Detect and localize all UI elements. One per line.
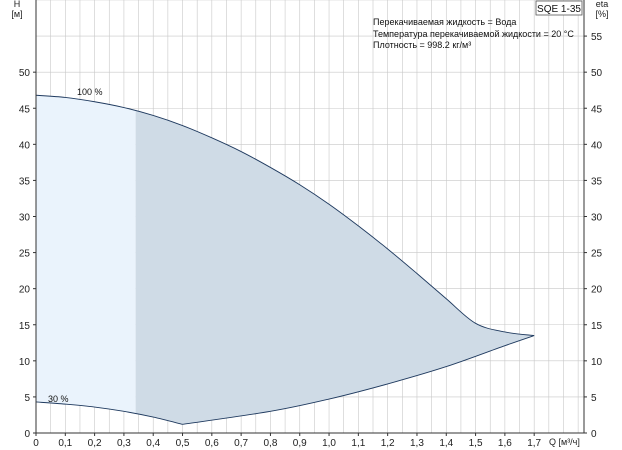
x-tick-labels: 0 0,1 0,2 0,3 0,4 0,5 0,6 0,7 0,8 0,9 1,0 1,1 1,2 1,3… bbox=[33, 433, 542, 449]
y-tick-label: 5 bbox=[24, 393, 30, 404]
x-tick-label: 0,9 bbox=[293, 438, 307, 449]
y-axis-title-unit: [м] bbox=[11, 9, 22, 19]
y-right-tick-label: 10 bbox=[591, 357, 603, 368]
y-tick-labels: 0 5 10 15 20 25 30 35 40 45 50 bbox=[19, 68, 36, 440]
y-tick-label: 20 bbox=[19, 285, 31, 296]
model-label: SQE 1-35 bbox=[537, 4, 581, 15]
curve-label-30: 30 % bbox=[48, 394, 69, 404]
x-tick-label: 1,4 bbox=[439, 438, 453, 449]
x-tick-label: 0,8 bbox=[263, 438, 277, 449]
curve-100-percent bbox=[35, 94, 535, 337]
y-right-tick-label: 15 bbox=[591, 321, 603, 332]
curve-label-100: 100 % bbox=[77, 87, 103, 97]
info-line-temperature: Температура перекачиваемой жидкости = 20… bbox=[373, 29, 574, 39]
x-tick-label: 0,7 bbox=[234, 438, 248, 449]
y-tick-label: 25 bbox=[19, 249, 31, 260]
y-axis-title-symbol: H bbox=[14, 0, 21, 9]
x-tick-label: 0,5 bbox=[176, 438, 190, 449]
x-tick-label: 1,1 bbox=[351, 438, 365, 449]
x-tick-label: 1,7 bbox=[527, 438, 541, 449]
x-tick-label: 1,6 bbox=[498, 438, 512, 449]
y-right-tick-label: 0 bbox=[591, 429, 597, 440]
x-tick-label: 0,6 bbox=[205, 438, 219, 449]
x-tick-label: 1,5 bbox=[469, 438, 483, 449]
x-tick-label: 0 bbox=[33, 438, 39, 449]
y-right-tick-labels: 0 5 10 15 20 25 30 35 40 45 50 55 bbox=[584, 32, 603, 440]
y-right-tick-label: 50 bbox=[591, 68, 603, 79]
x-axis-title: Q [м³/ч] bbox=[549, 437, 580, 447]
x-tick-label: 1,0 bbox=[322, 438, 336, 449]
info-line-fluid: Перекачиваемая жидкость = Вода bbox=[373, 17, 516, 27]
x-tick-label: 0,2 bbox=[88, 438, 102, 449]
y-right-tick-label: 5 bbox=[591, 393, 597, 404]
info-line-density: Плотность = 998.2 кг/м³ bbox=[373, 40, 471, 50]
y-right-tick-label: 25 bbox=[591, 249, 603, 260]
y-tick-label: 15 bbox=[19, 321, 31, 332]
y-right-axis-title-unit: [%] bbox=[595, 9, 608, 19]
y-right-tick-label: 20 bbox=[591, 285, 603, 296]
x-tick-label: 0,3 bbox=[117, 438, 131, 449]
y-tick-label: 30 bbox=[19, 213, 31, 224]
region-light-fill bbox=[36, 95, 136, 425]
y-right-axis-title-symbol: eta bbox=[596, 0, 609, 9]
curve-lower-boundary bbox=[182, 335, 535, 425]
y-tick-label: 10 bbox=[19, 357, 31, 368]
y-right-tick-label: 40 bbox=[591, 140, 603, 151]
x-tick-label: 1,2 bbox=[381, 438, 395, 449]
model-box bbox=[535, 0, 583, 16]
y-tick-label: 50 bbox=[19, 68, 31, 79]
y-right-tick-label: 45 bbox=[591, 104, 603, 115]
y-right-tick-label: 55 bbox=[591, 32, 603, 43]
y-tick-label: 40 bbox=[19, 140, 31, 151]
y-tick-label: 0 bbox=[24, 429, 30, 440]
curve-30-percent bbox=[35, 401, 183, 425]
x-tick-label: 1,3 bbox=[410, 438, 424, 449]
x-tick-label: 0,1 bbox=[58, 438, 72, 449]
y-tick-label: 35 bbox=[19, 176, 31, 187]
y-right-tick-label: 30 bbox=[591, 213, 603, 224]
x-tick-label: 0,4 bbox=[146, 438, 160, 449]
y-tick-label: 45 bbox=[19, 104, 31, 115]
y-right-tick-label: 35 bbox=[591, 176, 603, 187]
